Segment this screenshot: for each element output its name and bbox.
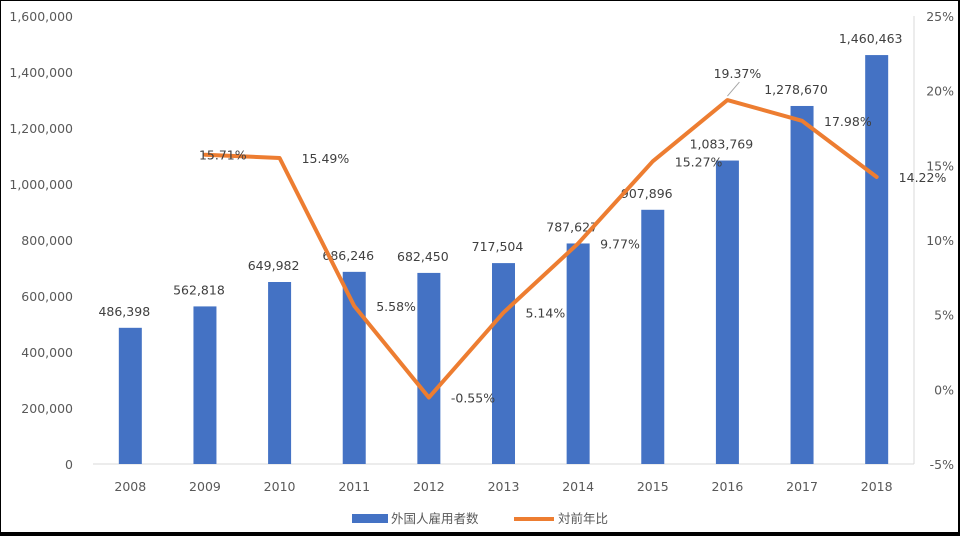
x-tick-label: 2015 <box>637 479 669 494</box>
x-tick-label: 2016 <box>712 479 744 494</box>
legend: 外国人雇用者数 対前年比 <box>352 511 608 526</box>
line-data-label: 17.98% <box>824 114 872 129</box>
legend-label-bars: 外国人雇用者数 <box>391 511 479 526</box>
x-axis: 2008 2009 2010 2011 2012 2013 2014 2015 2016 2017… <box>93 463 914 494</box>
bar-data-label: 1,278,670 <box>764 82 828 97</box>
left-y-tick-label: 1,600,000 <box>9 9 73 24</box>
bar <box>492 263 515 464</box>
bar-data-label: 1,083,769 <box>690 137 754 152</box>
bar-data-label: 486,398 <box>98 304 150 319</box>
left-y-tick-label: 600,000 <box>21 289 73 304</box>
x-tick-label: 2017 <box>786 479 818 494</box>
growth-rate-line <box>202 98 879 400</box>
x-tick-label: 2010 <box>264 479 296 494</box>
x-tick-label: 2012 <box>413 479 445 494</box>
bar-data-label: 1,460,463 <box>839 31 903 46</box>
line-data-label: 9.77% <box>600 236 640 251</box>
left-y-tick-label: 800,000 <box>21 233 73 248</box>
line-data-label: -0.55% <box>451 391 495 406</box>
line-data-label: 15.49% <box>302 151 350 166</box>
x-tick-label: 2009 <box>189 479 221 494</box>
right-y-tick-label: 20% <box>926 84 954 99</box>
bar <box>417 272 441 464</box>
x-tick-label: 2014 <box>562 479 594 494</box>
bar <box>268 282 292 464</box>
bar-data-label: 717,504 <box>472 239 524 254</box>
right-y-tick-label: 15% <box>926 158 954 173</box>
bar <box>342 271 366 464</box>
line-series <box>202 98 879 400</box>
line-data-label: 19.37% <box>714 66 762 81</box>
line-data-label: 14.22% <box>899 170 947 185</box>
right-y-tick-label: 5% <box>934 308 954 323</box>
line-data-label: 5.14% <box>526 306 566 321</box>
right-y-tick-label: 10% <box>926 233 954 248</box>
left-y-axis: 0 200,000 400,000 600,000 800,000 1,000,000 1,… <box>9 9 73 472</box>
right-y-axis: -5% 0% 5% 10% 15% 20% 25% <box>913 9 954 472</box>
left-y-tick-label: 0 <box>65 457 73 472</box>
bar <box>566 243 590 464</box>
x-tick-label: 2013 <box>488 479 520 494</box>
bar <box>715 160 739 464</box>
line-data-label: 15.27% <box>675 154 723 169</box>
bar <box>118 327 142 464</box>
bar-data-label: 787,627 <box>546 219 598 234</box>
bar <box>790 105 814 464</box>
bar <box>865 55 889 464</box>
line-data-label: 5.58% <box>376 299 416 314</box>
right-y-tick-label: 0% <box>934 382 954 397</box>
legend-label-line: 対前年比 <box>558 511 608 526</box>
bar <box>193 306 217 464</box>
left-y-tick-label: 1,400,000 <box>9 65 73 80</box>
x-tick-label: 2018 <box>861 479 893 494</box>
bar <box>641 209 665 464</box>
left-y-tick-label: 1,000,000 <box>9 177 73 192</box>
left-y-tick-label: 1,200,000 <box>9 121 73 136</box>
line-data-labels: 15.71% 15.49% 5.58% -0.55% 5.14% 9.77% 15.27% 1… <box>199 66 947 405</box>
legend-swatch-bars <box>352 514 388 523</box>
line-label-leader <box>727 81 740 97</box>
bar-data-label: 682,450 <box>397 249 449 264</box>
bar-data-labels: 486,398 562,818 649,982 686,246 682,450 717,5… <box>98 31 902 319</box>
bar-data-label: 686,246 <box>322 248 374 263</box>
left-y-tick-label: 400,000 <box>21 345 73 360</box>
bar-data-label: 907,896 <box>621 186 673 201</box>
line-data-label: 15.71% <box>199 148 247 163</box>
bar-data-label: 649,982 <box>248 258 300 273</box>
right-y-tick-label: -5% <box>930 457 954 472</box>
right-y-tick-label: 25% <box>926 9 954 24</box>
bar-series <box>118 55 889 464</box>
x-tick-label: 2011 <box>338 479 370 494</box>
bar-data-label: 562,818 <box>173 282 225 297</box>
left-y-tick-label: 200,000 <box>21 401 73 416</box>
x-tick-label: 2008 <box>114 479 146 494</box>
